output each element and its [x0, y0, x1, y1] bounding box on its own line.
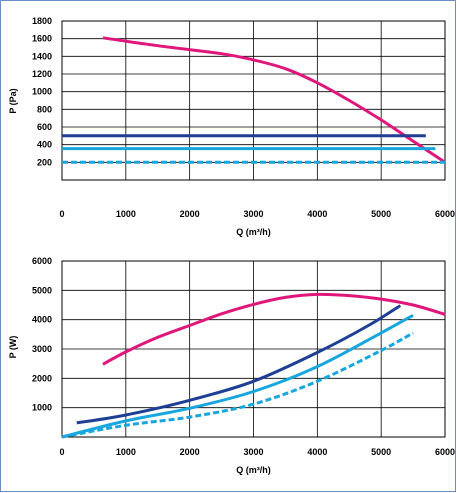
pressure-chart: 0 1000 2000 3000 4000 5000 6000 200 400 600 800 100…	[8, 16, 455, 237]
x-tick-label: 3000	[243, 447, 263, 457]
x-tick-label: 5000	[371, 447, 391, 457]
y-tick-label: 600	[37, 122, 52, 132]
y-tick-label: 1000	[32, 87, 52, 97]
series-line-2	[61, 313, 414, 439]
y-tick-label: 1200	[32, 69, 52, 79]
y-tick-label: 6000	[32, 256, 52, 266]
x-tick-label: 2000	[180, 447, 200, 457]
plot-frame	[61, 20, 446, 181]
plot-frame	[61, 260, 446, 438]
x-tick-label: 6000	[435, 209, 455, 219]
x-tick-label: 2000	[180, 209, 200, 219]
x-tick-label: 3000	[243, 209, 263, 219]
x-tick-label: 0	[59, 209, 64, 219]
y-tick-label: 1000	[32, 403, 52, 413]
y-tick-label: 3000	[32, 344, 52, 354]
x-axis-label: Q (m³/h)	[236, 465, 271, 475]
series-line-3	[61, 331, 414, 439]
x-tick-label: 4000	[307, 447, 327, 457]
x-tick-label: 0	[59, 447, 64, 457]
y-axis-label: P (W)	[8, 336, 18, 359]
series-line-1	[76, 304, 402, 425]
x-tick-label: 1000	[116, 209, 136, 219]
y-tick-label: 200	[37, 157, 52, 167]
x-tick-label: 1000	[116, 447, 136, 457]
y-tick-label: 1400	[32, 51, 52, 61]
x-axis-label: Q (m³/h)	[236, 227, 271, 237]
x-tick-label: 6000	[435, 447, 455, 457]
y-tick-label: 800	[37, 104, 52, 114]
y-tick-label: 4000	[32, 315, 52, 325]
x-tick-label: 4000	[307, 209, 327, 219]
power-chart: 0 1000 2000 3000 4000 5000 6000 1000 2000 3000 400…	[8, 256, 455, 475]
y-tick-label: 400	[37, 140, 52, 150]
y-tick-label: 2000	[32, 373, 52, 383]
y-tick-label: 1600	[32, 34, 52, 44]
y-tick-label: 1800	[32, 16, 52, 26]
y-tick-label: 5000	[32, 285, 52, 295]
y-axis-label: P (Pa)	[8, 88, 18, 113]
series-line-0	[102, 292, 446, 366]
x-tick-label: 5000	[371, 209, 391, 219]
series-line-0	[102, 36, 446, 164]
